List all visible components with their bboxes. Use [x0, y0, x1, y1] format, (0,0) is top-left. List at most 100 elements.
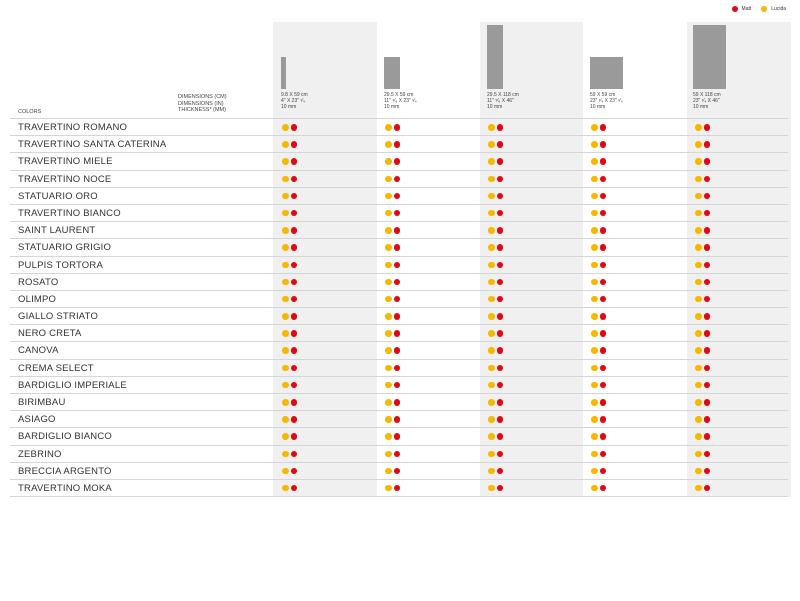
matt-dot-icon: [703, 450, 710, 458]
lucida-dot-icon: [282, 261, 289, 268]
matt-dot-icon: [599, 364, 606, 372]
finish-cell-format-5: [695, 175, 710, 183]
lucida-dot-icon: [385, 484, 392, 492]
finish-cell-format-2: [385, 141, 400, 148]
lucida-dot-icon: [695, 295, 702, 303]
colors-header: COLORS: [18, 109, 42, 115]
lucida-dot-icon: [488, 141, 495, 148]
matt-dot-icon: [393, 278, 400, 286]
finish-cell-format-5: [695, 313, 710, 320]
finish-cell-format-4: [591, 467, 606, 475]
finish-cell-format-1: [282, 295, 297, 303]
color-name: TRAVERTINO BIANCO: [18, 207, 121, 219]
lucida-dot-icon: [282, 158, 289, 165]
dims-mm: 10 mm: [384, 104, 400, 110]
table-row: TRAVERTINO NOCE: [10, 171, 788, 188]
matt-dot-icon: [599, 175, 606, 183]
lucida-dot-icon: [488, 381, 495, 389]
lucida-dot-icon: [282, 124, 289, 131]
matt-dot-icon: [599, 399, 606, 406]
finish-cell-format-5: [695, 347, 710, 354]
finish-cell-format-2: [385, 399, 400, 406]
matt-dot-icon: [496, 330, 503, 337]
finish-cell-format-4: [591, 175, 606, 183]
table-row: TRAVERTINO ROMANO: [10, 119, 788, 137]
table-row: STATUARIO GRIGIO: [10, 239, 788, 257]
lucida-dot-icon: [488, 192, 495, 200]
finish-cell-format-4: [591, 416, 606, 423]
dims-in: 11" ⁵⁄₈ X 23" ¹⁄₄: [384, 98, 417, 104]
dims-mm: 10 mm: [487, 104, 503, 110]
lucida-dot-icon: [385, 295, 392, 303]
table-row: TRAVERTINO SANTA CATERINA: [10, 136, 788, 154]
lucida-dot-icon: [282, 364, 289, 372]
matt-dot-icon: [496, 158, 503, 165]
format-dims-3: 29.5 X 118 cm 11" ⁵⁄₈ X 46" 10 mm: [487, 92, 519, 110]
matt-dot-icon: [496, 381, 503, 389]
lucida-dot-icon: [488, 175, 495, 183]
finish-cell-format-5: [695, 433, 710, 440]
dims-in: 23" ¹⁄₄ X 46": [693, 98, 720, 104]
finish-cell-format-2: [385, 227, 400, 234]
matt-dot-icon: [496, 347, 503, 354]
finish-cell-format-3: [488, 244, 503, 251]
matt-dot-icon: [393, 227, 400, 234]
color-name: NERO CRETA: [18, 328, 82, 340]
finish-cell-format-2: [385, 313, 400, 320]
table-row: BARDIGLIO IMPERIALE: [10, 377, 788, 394]
lucida-dot-icon: [591, 433, 598, 440]
finish-cell-format-2: [385, 467, 400, 475]
lucida-dot-icon: [591, 467, 598, 475]
matt-dot-icon: [393, 158, 400, 165]
matt-dot-icon: [599, 313, 606, 320]
matt-dot-icon: [599, 141, 606, 148]
matt-dot-icon: [393, 416, 400, 423]
finish-cell-format-4: [591, 124, 606, 131]
finish-cell-format-2: [385, 450, 400, 458]
matt-dot-icon: [703, 416, 710, 423]
matt-dot-icon: [290, 295, 297, 303]
color-name: GIALLO STRIATO: [18, 311, 99, 323]
finish-cell-format-4: [591, 433, 606, 440]
matt-dot-icon: [496, 192, 503, 200]
finish-cell-format-5: [695, 158, 710, 165]
lucida-dot-icon: [695, 467, 702, 475]
finish-cell-format-4: [591, 209, 606, 217]
finish-cell-format-3: [488, 141, 503, 148]
matt-dot-icon: [599, 381, 606, 389]
finish-cell-format-2: [385, 330, 400, 337]
matt-dot-icon: [496, 261, 503, 268]
color-name: TRAVERTINO MIELE: [18, 156, 113, 168]
lucida-dot-icon: [695, 175, 702, 183]
finish-cell-format-5: [695, 227, 710, 234]
lucida-dot-icon: [695, 244, 702, 251]
thickness-label: THICKNESS* (MM): [178, 107, 226, 113]
matt-dot-icon: [290, 278, 297, 286]
lucida-dot-icon: [488, 158, 495, 165]
dims-mm: 10 mm: [590, 104, 606, 110]
lucida-dot-icon: [695, 313, 702, 320]
matt-dot-icon: [496, 278, 503, 286]
finish-cell-format-3: [488, 175, 503, 183]
finish-cell-format-2: [385, 381, 400, 389]
finish-cell-format-1: [282, 381, 297, 389]
matt-dot-icon: [290, 313, 297, 320]
lucida-dot-icon: [488, 261, 495, 268]
matt-dot-icon: [703, 347, 710, 354]
matt-dot-icon: [703, 124, 710, 131]
matt-dot-icon: [393, 295, 400, 303]
lucida-dot-icon: [488, 313, 495, 320]
lucida-dot-icon: [282, 399, 289, 406]
finish-cell-format-1: [282, 158, 297, 165]
matt-dot-icon: [290, 124, 297, 131]
lucida-dot-icon: [695, 124, 702, 131]
tile-swatch-2: [384, 57, 400, 89]
lucida-dot-icon: [385, 227, 392, 234]
lucida-dot-icon: [591, 158, 598, 165]
color-name: ROSATO: [18, 276, 59, 288]
matt-dot-icon: [290, 399, 297, 406]
matt-dot-icon: [496, 484, 503, 492]
table-top-divider: [10, 118, 788, 119]
color-name: TRAVERTINO ROMANO: [18, 122, 128, 133]
table-row: CANOVA: [10, 342, 788, 360]
